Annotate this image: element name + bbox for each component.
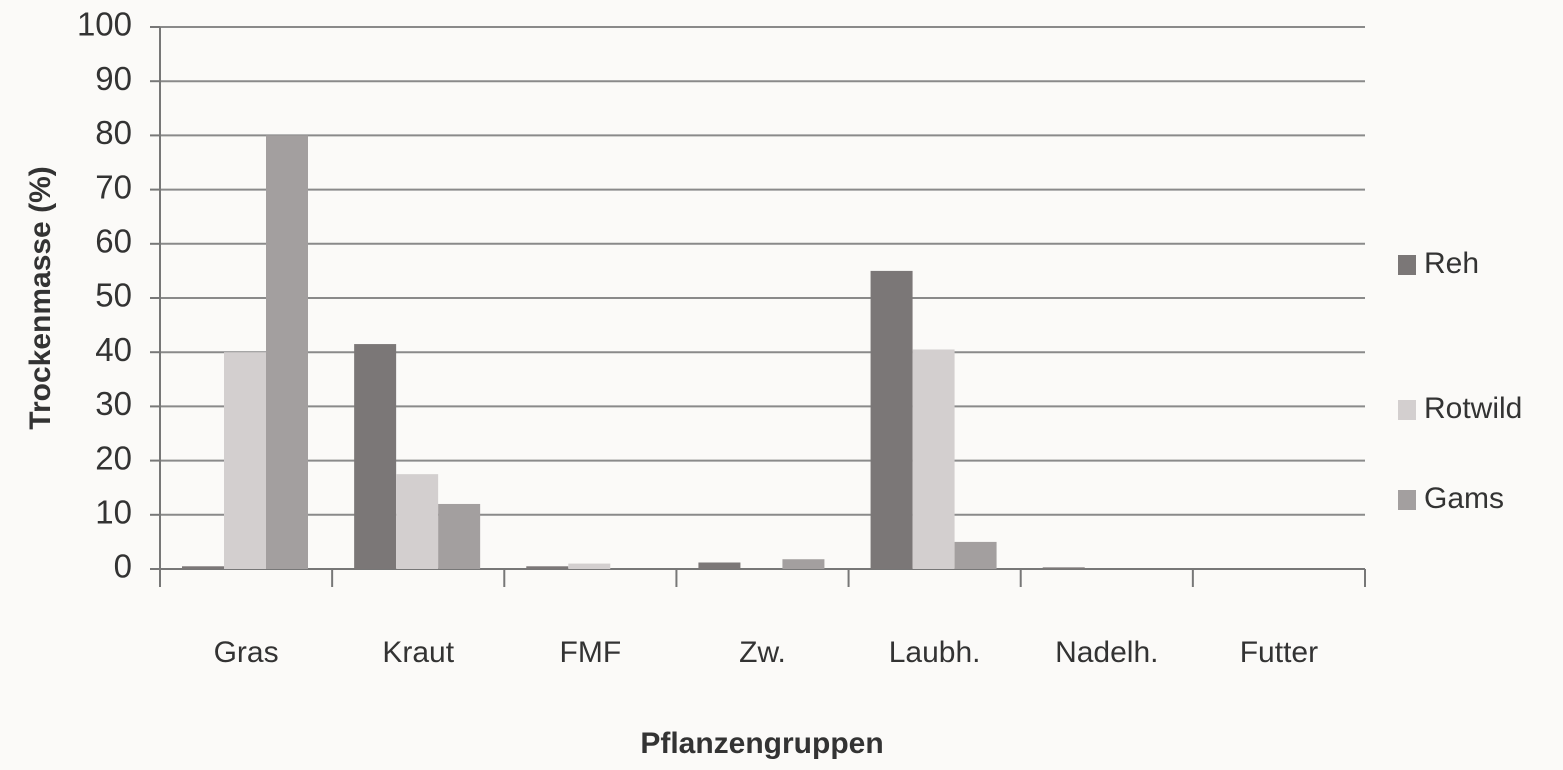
y-tick-label: 0	[114, 548, 132, 585]
legend-label: Gams	[1424, 482, 1504, 515]
bar	[782, 559, 825, 569]
x-tick-label: FMF	[560, 636, 622, 669]
bar	[224, 352, 266, 569]
bar	[396, 474, 439, 569]
bar	[1042, 567, 1085, 569]
y-tick-label: 100	[77, 6, 132, 43]
bar	[266, 135, 308, 569]
bar	[954, 541, 997, 569]
x-tick-label: Nadelh.	[1055, 636, 1158, 669]
y-tick-label: 90	[95, 60, 132, 97]
legend-label: Reh	[1424, 247, 1479, 280]
x-tick-label: Futter	[1240, 636, 1318, 669]
y-tick-label: 70	[95, 168, 132, 205]
y-tick-label: 40	[95, 331, 132, 368]
y-tick-label: 30	[95, 385, 132, 422]
bar	[354, 344, 397, 569]
y-tick-label: 20	[95, 439, 132, 476]
y-axis-title: Trockenmasse (%)	[24, 166, 57, 429]
bar	[182, 566, 224, 569]
legend-swatch	[1398, 490, 1416, 510]
bar	[526, 566, 569, 569]
y-tick-label: 10	[95, 494, 132, 531]
x-axis-title: Pflanzengruppen	[640, 727, 883, 760]
legend-swatch	[1398, 255, 1416, 275]
x-tick-label: Gras	[214, 636, 279, 669]
x-tick-label: Laubh.	[889, 636, 981, 669]
x-tick-label: Zw.	[739, 636, 786, 669]
x-tick-label: Kraut	[382, 636, 454, 669]
bar	[438, 503, 481, 569]
legend-label: Rotwild	[1424, 392, 1522, 425]
bar	[870, 270, 913, 569]
y-tick-label: 50	[95, 277, 132, 314]
bar	[568, 563, 611, 569]
bar	[698, 562, 741, 569]
y-tick-label: 80	[95, 114, 132, 151]
bar	[912, 349, 955, 569]
legend-swatch	[1398, 400, 1416, 420]
y-tick-label: 60	[95, 223, 132, 260]
